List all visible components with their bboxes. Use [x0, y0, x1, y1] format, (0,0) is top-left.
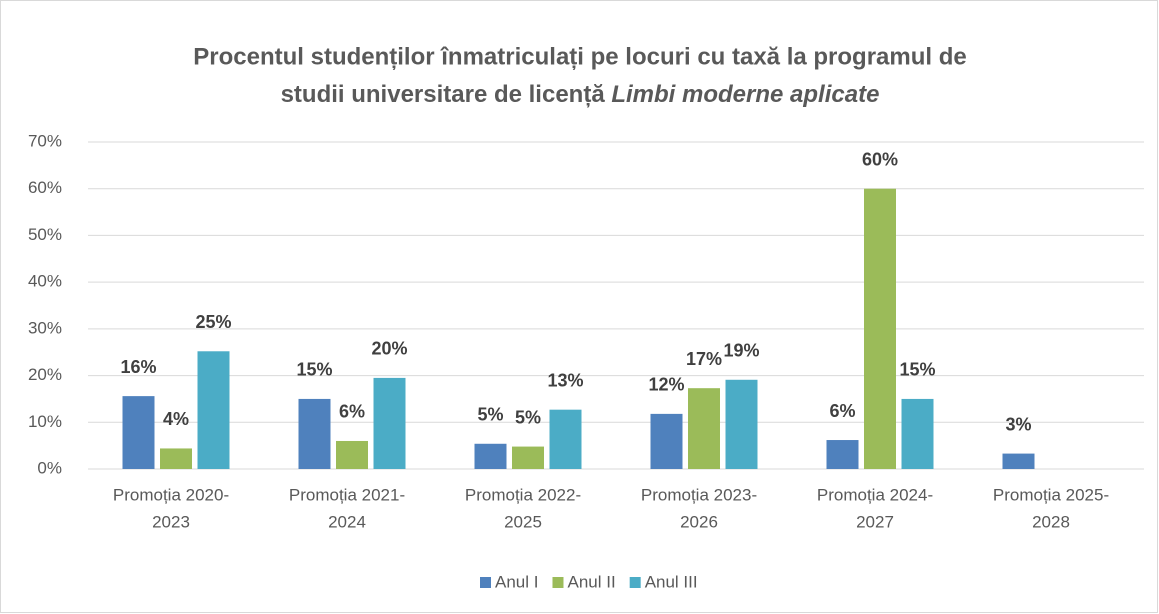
bar: [1002, 453, 1035, 469]
x-tick-label: Promoția 2022-: [465, 485, 581, 504]
bar: [197, 351, 230, 469]
y-tick-label: 70%: [28, 131, 62, 150]
data-label: 13%: [547, 370, 583, 390]
legend-label: Anul III: [645, 572, 698, 591]
legend-swatch: [552, 577, 564, 588]
x-tick-label: 2027: [856, 512, 894, 531]
bar: [826, 440, 859, 469]
bar: [474, 443, 507, 469]
y-tick-label: 20%: [28, 365, 62, 384]
x-tick-label: Promoția 2021-: [289, 485, 405, 504]
data-label: 12%: [648, 375, 684, 395]
x-tick-label: Promoția 2023-: [641, 485, 757, 504]
bar: [549, 409, 582, 469]
bar: [298, 398, 331, 469]
x-tick-label: 2025: [504, 512, 542, 531]
data-label: 3%: [1005, 414, 1031, 434]
x-tick-label: Promoția 2025-: [993, 485, 1109, 504]
data-label: 20%: [371, 339, 407, 359]
data-label: 15%: [296, 360, 332, 380]
x-tick-label: Promoția 2024-: [817, 485, 933, 504]
chart-title: studii universitare de licență Limbi mod…: [281, 81, 880, 108]
y-tick-label: 50%: [28, 225, 62, 244]
data-label: 6%: [829, 401, 855, 421]
y-tick-label: 30%: [28, 318, 62, 337]
bar: [160, 448, 192, 469]
data-label: 6%: [339, 402, 365, 422]
x-tick-label: Promoția 2020-: [113, 485, 229, 504]
data-label: 4%: [163, 409, 189, 429]
bar: [688, 388, 720, 469]
data-label: 15%: [899, 360, 935, 380]
y-tick-label: 40%: [28, 272, 62, 291]
bar: [901, 398, 934, 469]
chart-title-italic: Limbi moderne aplicate: [611, 81, 879, 108]
data-label: 5%: [477, 405, 503, 425]
data-label: 25%: [195, 312, 231, 332]
x-tick-label: 2024: [328, 512, 366, 531]
y-tick-label: 10%: [28, 412, 62, 431]
data-label: 19%: [723, 341, 759, 361]
bar: [512, 446, 544, 469]
legend-swatch: [629, 577, 641, 588]
legend-swatch: [480, 577, 491, 588]
data-label: 17%: [686, 349, 722, 369]
x-tick-label: 2026: [680, 512, 718, 531]
bar: [725, 379, 758, 469]
legend-label: Anul II: [567, 572, 615, 591]
x-tick-label: 2023: [152, 512, 190, 531]
chart-title: studii universitare de licență: [281, 81, 606, 108]
x-tick-label: 2028: [1032, 512, 1070, 531]
data-label: 60%: [862, 149, 898, 169]
y-tick-label: 0%: [37, 458, 62, 477]
bar: [373, 377, 406, 469]
data-label: 5%: [515, 407, 541, 427]
bar: [650, 413, 683, 469]
y-tick-label: 60%: [28, 178, 62, 197]
chart-title: Procentul studenților înmatriculați pe l…: [193, 43, 966, 70]
bar: [336, 440, 368, 469]
bar: [864, 188, 896, 469]
legend-label: Anul I: [495, 572, 538, 591]
data-label: 16%: [120, 357, 156, 377]
bar: [122, 396, 155, 469]
